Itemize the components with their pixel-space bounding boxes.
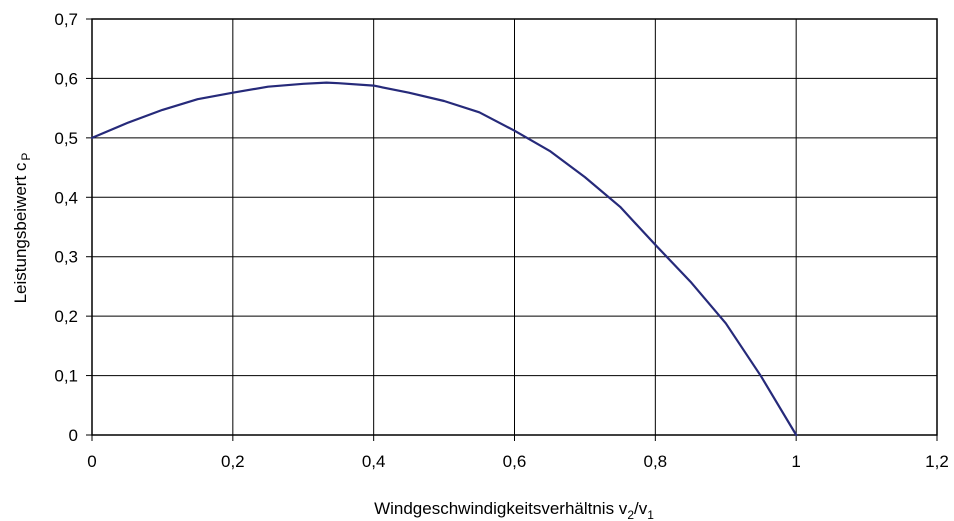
y-tick-label: 0,2 — [54, 307, 78, 326]
x-axis-title-base: Windgeschwindigkeitsverhältnis v — [374, 499, 628, 518]
x-tick-label: 0,2 — [221, 452, 245, 471]
x-tick-label: 0,6 — [503, 452, 527, 471]
axis-ticks — [86, 18, 938, 441]
y-tick-label: 0,7 — [54, 10, 78, 29]
tick-labels: 0 0,2 0,4 0,6 0,8 1 1,2 0 0,1 0,2 0,3 0,4 0,5 0,6 0,7 — [54, 10, 948, 471]
y-axis-title-base: Leistungsbeiwert c — [11, 162, 30, 303]
x-axis-title-subscript-2: 1 — [647, 508, 654, 521]
y-axis-title-subscript: P — [19, 153, 33, 161]
series-layer — [90, 81, 798, 437]
y-tick-label: 0,4 — [54, 188, 78, 207]
x-tick-label: 0,4 — [362, 452, 386, 471]
y-tick-label: 0,5 — [54, 129, 78, 148]
y-tick-label: 0 — [69, 426, 78, 445]
y-tick-label: 0,3 — [54, 248, 78, 267]
y-tick-label: 0,6 — [54, 69, 78, 88]
x-axis-title-mid: /v — [634, 499, 648, 518]
x-tick-label: 1,2 — [925, 452, 949, 471]
x-axis-title: Windgeschwindigkeitsverhältnis v2/v1 — [374, 499, 654, 521]
y-axis-title: Leistungsbeiwert cP — [11, 153, 33, 304]
x-tick-label: 0,8 — [644, 452, 668, 471]
y-tick-label: 0,1 — [54, 367, 78, 386]
x-axis-title-subscript-1: 2 — [627, 508, 634, 521]
grid-lines — [92, 19, 937, 435]
series-line-cp — [90, 81, 798, 437]
x-tick-label: 1 — [791, 452, 800, 471]
x-tick-label: 0 — [87, 452, 96, 471]
